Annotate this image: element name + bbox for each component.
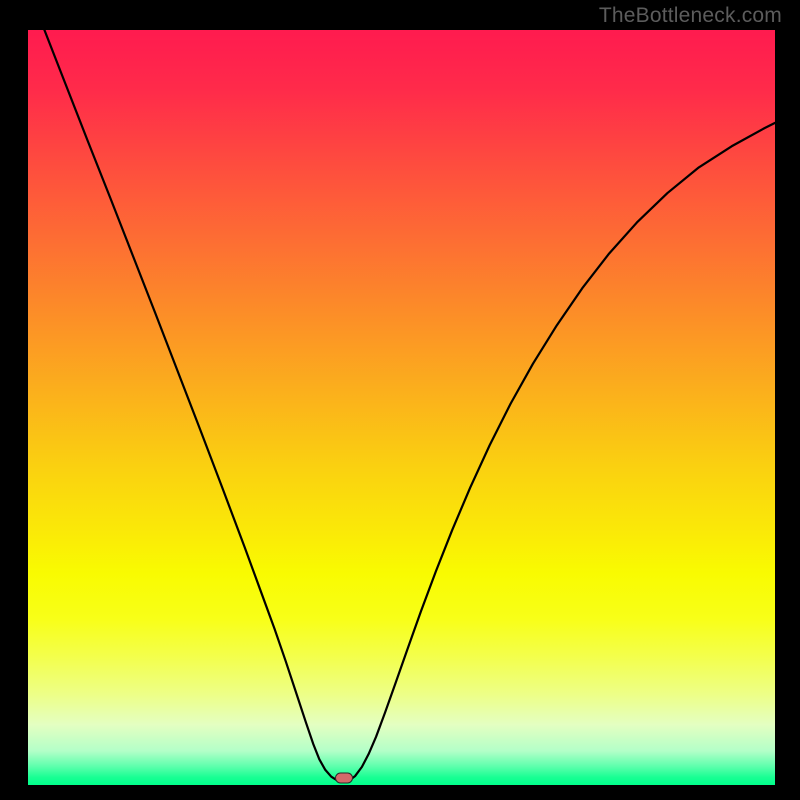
watermark-text: TheBottleneck.com [599, 4, 782, 28]
plot-area [28, 30, 775, 785]
chart-frame: TheBottleneck.com [0, 0, 800, 800]
plot-svg [28, 30, 775, 785]
gradient-background [28, 30, 775, 785]
optimum-marker [335, 773, 353, 784]
